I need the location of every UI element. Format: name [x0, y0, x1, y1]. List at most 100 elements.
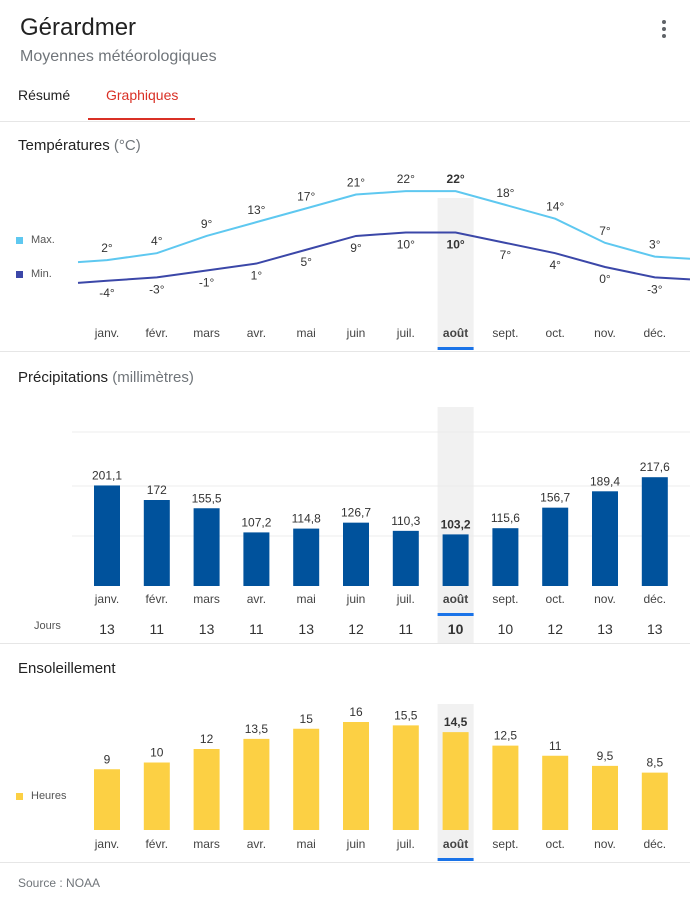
- rain-days-value: 13: [99, 621, 115, 637]
- rain-days-value: 13: [298, 621, 314, 637]
- month-label[interactable]: janv.: [94, 326, 119, 340]
- sunshine-bar: [392, 725, 419, 830]
- sunshine-bar: [343, 722, 369, 830]
- legend-min-label: Min.: [31, 268, 52, 280]
- sunshine-value-label: 11: [549, 739, 562, 753]
- max-temperature-label: 22°: [447, 172, 465, 186]
- month-label[interactable]: févr.: [145, 326, 168, 340]
- precipitation-value-label: 115,6: [491, 511, 520, 525]
- sunshine-bar: [94, 769, 120, 830]
- month-label[interactable]: nov.: [594, 837, 616, 851]
- month-label[interactable]: août: [443, 837, 468, 851]
- max-temperature-label: 22°: [397, 172, 415, 186]
- month-label[interactable]: juil.: [396, 837, 415, 851]
- sunshine-bar: [492, 745, 519, 830]
- month-label[interactable]: avr.: [247, 326, 266, 340]
- rain-days-value: 11: [249, 621, 264, 637]
- month-label[interactable]: sept.: [492, 837, 518, 851]
- month-label[interactable]: mars: [193, 837, 220, 851]
- divider: [0, 862, 690, 863]
- sunshine-value-label: 9,5: [597, 749, 614, 763]
- month-label[interactable]: sept.: [492, 326, 518, 340]
- month-label[interactable]: oct.: [546, 837, 565, 851]
- min-temperature-label: 1°: [251, 269, 263, 283]
- precipitation-value-label: 114,8: [292, 512, 321, 526]
- days-label: Jours: [34, 620, 61, 632]
- legend-max-swatch: [16, 236, 23, 244]
- page-subtitle: Moyennes météorologiques: [20, 48, 217, 65]
- max-temperature-label: 3°: [649, 238, 661, 252]
- precipitation-value-label: 126,7: [341, 506, 371, 520]
- month-label[interactable]: nov.: [594, 326, 616, 340]
- month-label[interactable]: déc.: [643, 837, 666, 851]
- month-label[interactable]: juin: [346, 592, 366, 606]
- month-label[interactable]: janv.: [94, 592, 119, 606]
- precipitation-bar: [392, 530, 419, 586]
- month-label[interactable]: déc.: [643, 592, 666, 606]
- month-label[interactable]: juil.: [396, 592, 415, 606]
- rain-days-value: 13: [647, 621, 663, 637]
- sunshine-bar: [243, 738, 270, 830]
- divider: [0, 351, 690, 352]
- month-label[interactable]: déc.: [643, 326, 666, 340]
- tab-resume[interactable]: Résumé: [18, 87, 71, 103]
- month-label[interactable]: mai: [297, 326, 316, 340]
- precipitation-value-label: 110,3: [391, 514, 420, 528]
- month-label[interactable]: août: [443, 326, 468, 340]
- sunshine-value-label: 13,5: [245, 722, 269, 736]
- selected-month-underline: [437, 347, 474, 350]
- sunshine-value-label: 9: [104, 752, 111, 766]
- tab-graphiques[interactable]: Graphiques: [106, 87, 179, 103]
- precipitation-bar: [592, 491, 618, 586]
- max-temperature-line: [77, 190, 690, 264]
- month-label[interactable]: oct.: [546, 326, 565, 340]
- precipitation-value-label: 107,2: [241, 515, 271, 529]
- location-title: Gérardmer: [20, 14, 137, 41]
- selected-month-underline: [437, 613, 474, 616]
- month-label[interactable]: févr.: [145, 592, 168, 606]
- precipitation-chart: 201,1 13 172 11 155,5 13 107,2 11 114,8 13 126,7 12…: [72, 407, 690, 643]
- month-label[interactable]: avr.: [247, 592, 266, 606]
- month-label[interactable]: févr.: [145, 837, 168, 851]
- selected-month-highlight: [437, 407, 474, 643]
- max-temperature-label: 13°: [247, 203, 265, 217]
- month-label[interactable]: juil.: [396, 326, 415, 340]
- max-temperature-label: 18°: [496, 186, 514, 200]
- selected-month-underline: [437, 858, 474, 861]
- month-label[interactable]: mai: [297, 837, 316, 851]
- precipitation-value-label: 156,7: [540, 491, 570, 505]
- sunshine-value-label: 8,5: [646, 756, 663, 770]
- more-vert-icon[interactable]: [656, 20, 672, 44]
- precipitation-bar: [343, 522, 369, 586]
- month-label[interactable]: août: [443, 592, 468, 606]
- rain-days-value: 13: [199, 621, 215, 637]
- precipitation-value-label: 189,4: [590, 474, 620, 488]
- max-temperature-label: 14°: [546, 200, 564, 214]
- month-label[interactable]: oct.: [546, 592, 565, 606]
- precipitation-bar: [442, 534, 469, 586]
- month-label[interactable]: janv.: [94, 837, 119, 851]
- max-temperature-label: 4°: [151, 234, 163, 248]
- precipitation-bar: [492, 528, 519, 586]
- legend-min: Min.: [16, 268, 52, 280]
- min-temperature-line: [77, 231, 690, 284]
- precipitation-value-label: 201,1: [92, 468, 122, 482]
- sunshine-title: Ensoleillement: [18, 660, 116, 677]
- divider: [0, 643, 690, 644]
- rain-days-value: 10: [448, 621, 464, 637]
- month-label[interactable]: juin: [346, 326, 366, 340]
- month-label[interactable]: sept.: [492, 592, 518, 606]
- month-label[interactable]: nov.: [594, 592, 616, 606]
- precipitation-value-label: 103,2: [441, 517, 471, 531]
- month-label[interactable]: avr.: [247, 837, 266, 851]
- max-temperature-label: 7°: [599, 224, 611, 238]
- min-temperature-label: -3°: [647, 282, 663, 296]
- month-label[interactable]: mars: [193, 326, 220, 340]
- temperature-chart: 2° 4° 9° 13° 17° 21° 22° 22° 18° 14° 7° 3° -4° -3° -1°…: [77, 172, 690, 350]
- min-temperature-label: 7°: [500, 248, 512, 262]
- month-label[interactable]: mars: [193, 592, 220, 606]
- month-label[interactable]: mai: [297, 592, 316, 606]
- max-temperature-label: 2°: [101, 241, 113, 255]
- precipitation-bar: [542, 507, 569, 586]
- month-label[interactable]: juin: [346, 837, 366, 851]
